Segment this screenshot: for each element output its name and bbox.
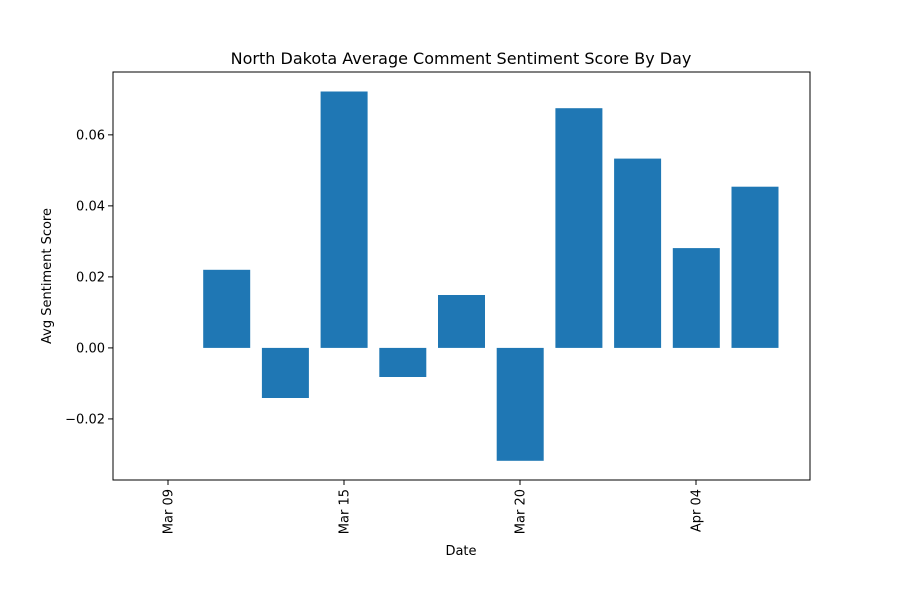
x-tick-label: Mar 20 [514,489,529,534]
plot-frame [112,71,811,481]
y-tick-label: 0.00 [76,341,105,356]
y-tick-label: 0.06 [76,128,105,143]
y-axis: −0.02 0.00 0.02 0.04 0.06 [65,128,113,427]
bar [261,347,309,398]
chart-title: North Dakota Average Comment Sentiment S… [231,49,692,68]
y-tick-label: 0.04 [76,199,105,214]
bar [731,186,779,348]
bar [438,295,485,348]
bar [379,347,427,377]
bar [672,248,720,348]
bar [555,108,603,348]
y-axis-label: Avg Sentiment Score [40,208,55,344]
x-tick-label: Mar 15 [338,489,353,534]
x-tick-label: Apr 04 [690,489,705,532]
y-tick-label: −0.02 [65,412,105,427]
bar [614,158,662,348]
bar-group [203,91,779,461]
x-axis-label: Date [445,544,476,559]
y-tick-label: 0.02 [76,270,105,285]
bar [203,269,251,348]
bar [496,347,544,461]
x-axis: Mar 09 Mar 15 Mar 20 Apr 04 [162,480,705,534]
bar [320,91,368,348]
x-tick-label: Mar 09 [162,489,177,534]
